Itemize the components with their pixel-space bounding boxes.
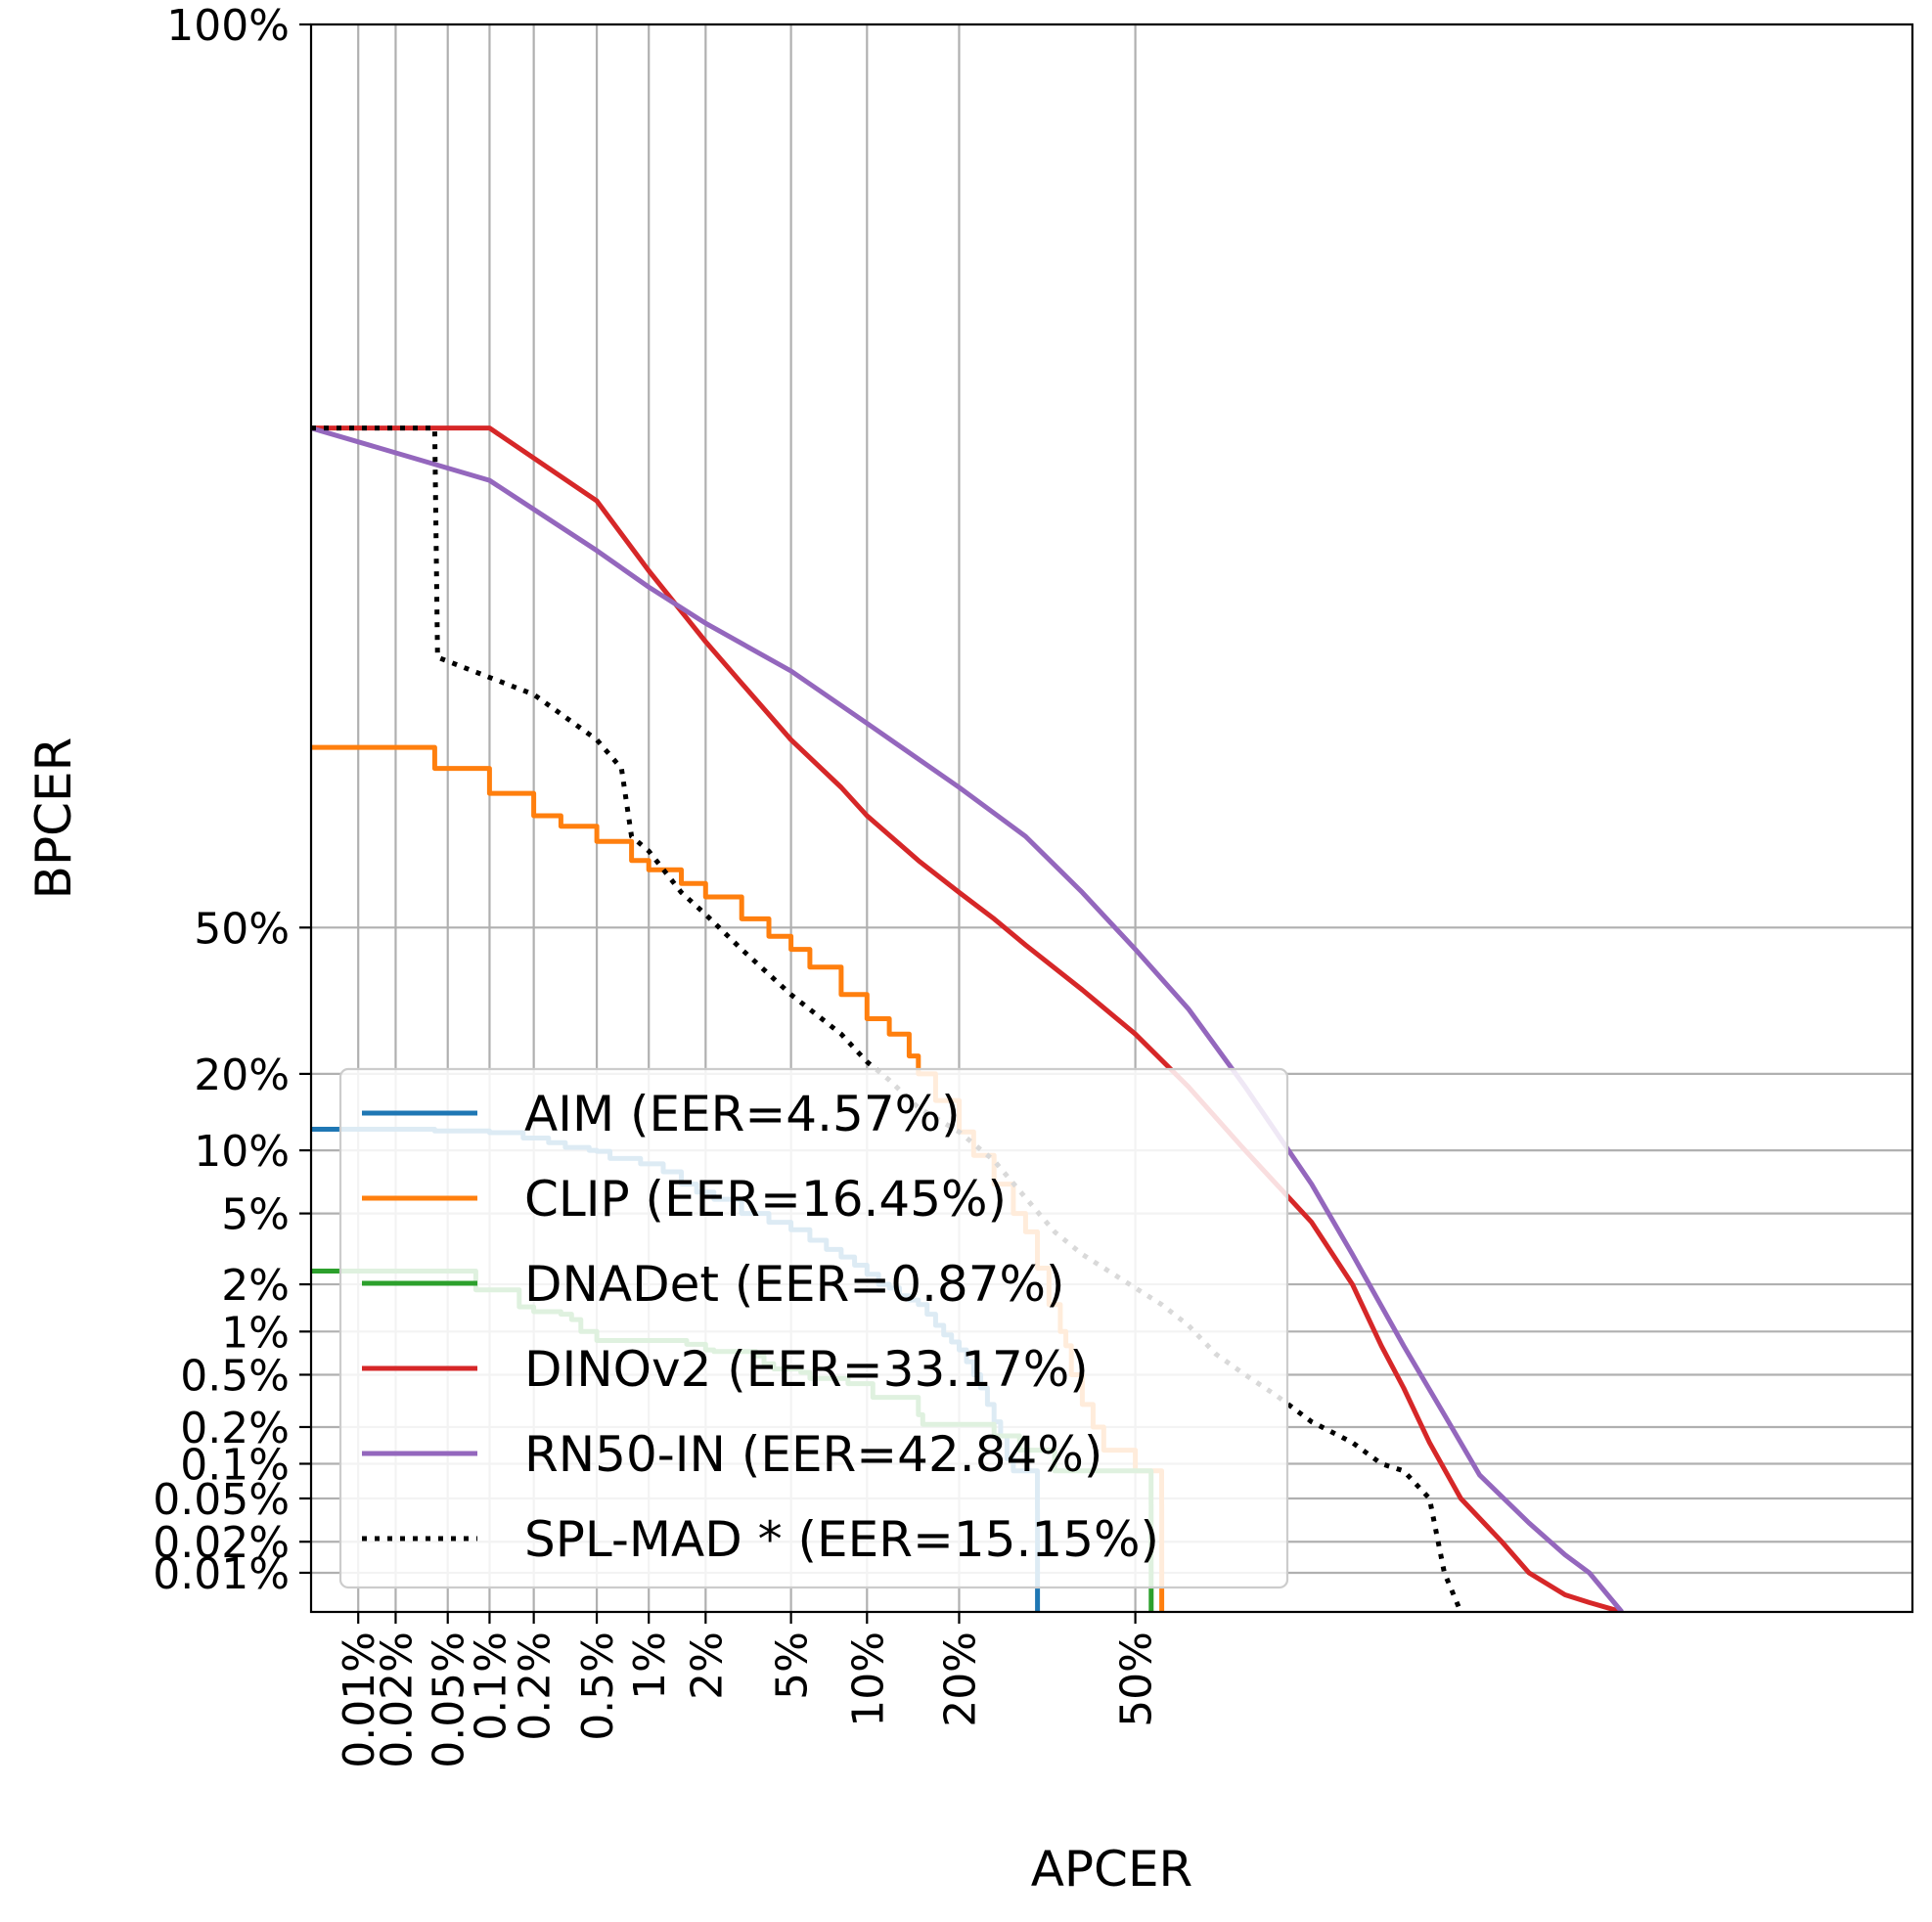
plot-frame (309, 22, 1914, 1614)
x-tick-label: 20% (935, 1631, 985, 1727)
x-tick-label: 1% (625, 1631, 675, 1700)
x-tick-label: 0.5% (573, 1631, 623, 1741)
legend-label: DNADet (EER=0.87%) (524, 1256, 1065, 1313)
y-tick-label: 0.05% (153, 1475, 290, 1525)
x-tick-label: 50% (1112, 1631, 1162, 1727)
y-tick-label: 2% (221, 1261, 290, 1311)
y-tick-label: 0.02% (153, 1518, 290, 1568)
x-tick-label: 0.1% (466, 1631, 516, 1741)
y-tick-label: 0.01% (153, 1549, 290, 1599)
y-tick-label: 0.1% (180, 1440, 290, 1490)
series-line-rn50-in (311, 425, 1624, 1612)
y-tick-label: 100% (166, 1, 290, 51)
y-tick-label: 1% (221, 1308, 290, 1358)
x-tick-label: 5% (768, 1631, 818, 1700)
x-tick-label: 0.05% (425, 1631, 474, 1768)
series-line-dinov2 (311, 425, 1623, 1612)
legend-label: DINOv2 (EER=33.17%) (524, 1341, 1089, 1398)
x-tick-label: 2% (682, 1631, 732, 1700)
x-tick-label: 0.2% (511, 1631, 561, 1741)
y-tick-label: 0.2% (180, 1404, 290, 1453)
x-axis-label: APCER (1031, 1841, 1193, 1898)
y-tick-label: 5% (221, 1190, 290, 1240)
y-tick-label: 10% (194, 1127, 290, 1177)
legend-label: AIM (EER=4.57%) (524, 1086, 961, 1142)
legend-box (338, 1067, 1289, 1589)
legend-label: CLIP (EER=16.45%) (524, 1171, 1007, 1228)
y-axis: 0.01%0.02%0.05%0.1%0.2%0.5%1%2% 5% 10% 20% 5… (153, 1, 311, 1599)
y-axis-label: BPCER (25, 738, 82, 900)
y-tick-label: 50% (194, 904, 290, 954)
x-axis: 0.01%0.02% 0.05%0.1%0.2% 0.5% 1% 2% 5% 10% 20% 5… (335, 1612, 1162, 1768)
x-tick-label: 0.02% (372, 1631, 422, 1768)
series-line-spl-mad (311, 425, 1463, 1612)
legend: AIM (EER=4.57%) CLIP (EER=16.45%) DNADet (… (338, 1067, 1289, 1589)
y-tick-label: 20% (194, 1050, 290, 1100)
x-tick-label: 10% (843, 1631, 893, 1727)
x-tick-label: 0.01% (335, 1631, 384, 1768)
legend-label: RN50-IN (EER=42.84%) (524, 1426, 1102, 1483)
y-tick-label: 0.5% (180, 1351, 290, 1401)
legend-label: SPL-MAD * (EER=15.15%) (524, 1511, 1159, 1568)
